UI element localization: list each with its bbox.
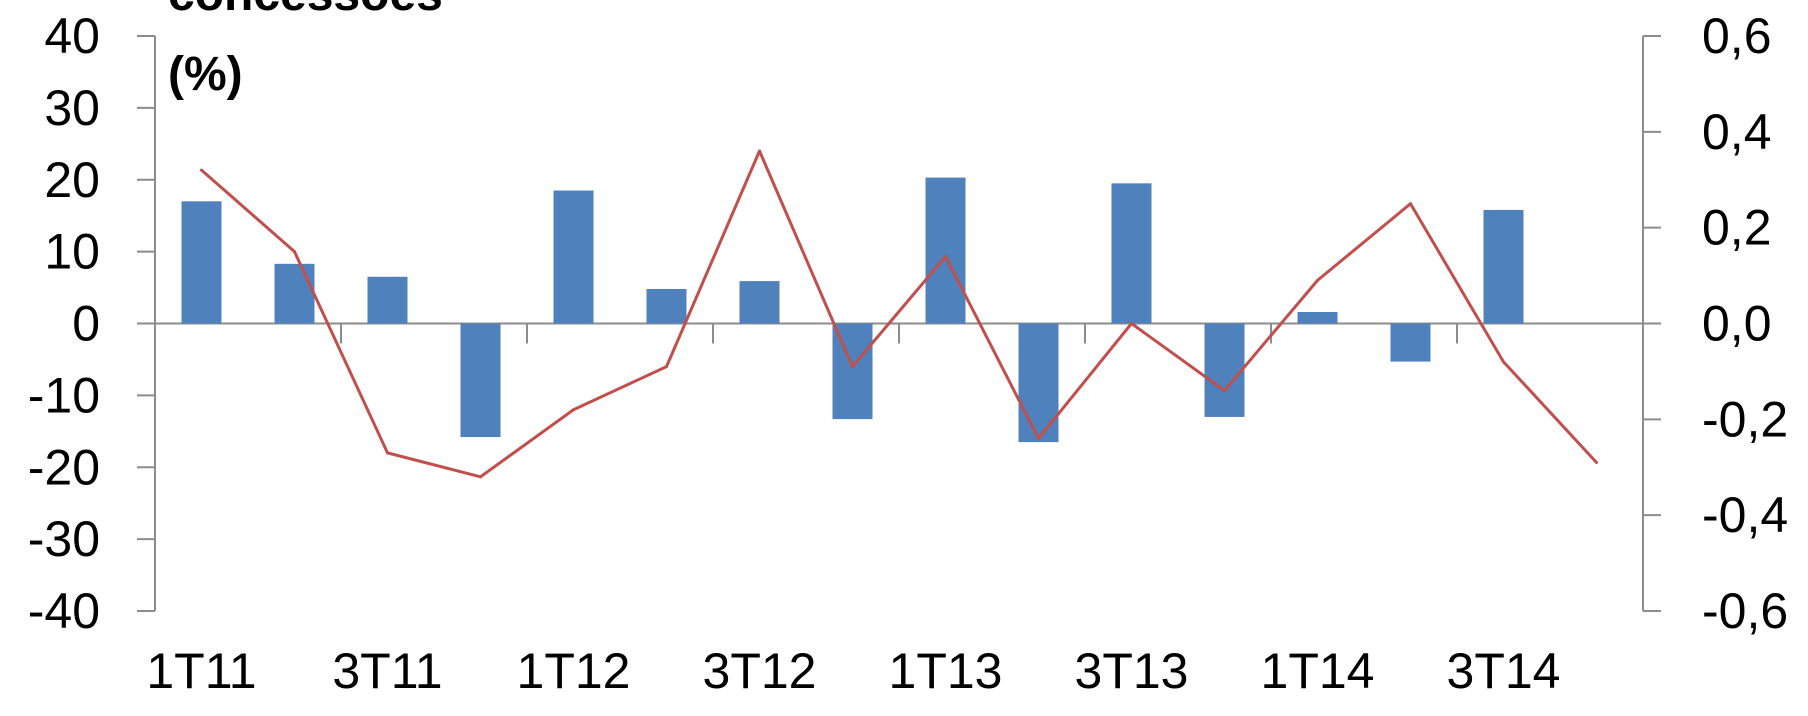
- x-axis-tick-label: 1T11: [146, 643, 256, 699]
- right-axis-tick-label: -0,6: [1702, 583, 1788, 639]
- line-point: [851, 365, 854, 369]
- line-point: [386, 451, 389, 455]
- line-point: [293, 250, 296, 254]
- line-point: [758, 149, 761, 153]
- bar: [646, 289, 687, 324]
- right-axis-tick-label: -0,2: [1702, 391, 1788, 447]
- x-axis-tick-label: 1T12: [517, 643, 631, 699]
- chart-title-line-1: concessões: [168, 0, 443, 21]
- line-group: [200, 149, 1598, 479]
- bar: [1390, 323, 1431, 362]
- bar: [739, 281, 780, 324]
- x-axis-tick-label: 1T13: [889, 643, 1003, 699]
- bar: [553, 190, 594, 324]
- left-axis-tick-label: 10: [44, 224, 100, 280]
- line-point: [1316, 278, 1319, 282]
- x-axis-tick-label: 3T13: [1075, 643, 1189, 699]
- labels-group: 40 30 20 10 0 -10 -20 -30 -40 0,6 0,4 0,2 0,0 -0,2 -0,…: [28, 8, 1788, 699]
- x-axis-tick-label: 1T14: [1261, 643, 1375, 699]
- x-axis-tick-label: 3T11: [332, 643, 442, 699]
- left-axis-tick-label: 30: [44, 80, 100, 136]
- x-axis-tick-label: 3T12: [703, 643, 817, 699]
- line-point: [1502, 360, 1505, 364]
- line-point: [1223, 389, 1226, 393]
- line-point: [1409, 202, 1412, 206]
- line-point: [944, 254, 947, 258]
- line-series: [200, 149, 1598, 479]
- line-point: [1130, 322, 1133, 325]
- bar: [274, 263, 315, 324]
- line-point: [479, 475, 482, 479]
- bar: [460, 323, 501, 438]
- right-axis-tick-label: 0,0: [1702, 296, 1772, 352]
- line-point: [200, 168, 203, 172]
- bar: [1111, 183, 1152, 324]
- bar: [181, 201, 222, 324]
- line-point: [1595, 460, 1598, 464]
- bar: [925, 177, 966, 324]
- left-axis-tick-label: -40: [28, 583, 100, 639]
- left-axis-tick-label: -20: [28, 439, 100, 495]
- chart-title-line-2: (%): [168, 48, 243, 101]
- line-point: [665, 365, 668, 369]
- right-axis-tick-label: 0,2: [1702, 200, 1772, 256]
- right-axis-tick-label: 0,6: [1702, 8, 1772, 64]
- left-axis-tick-label: -10: [28, 367, 100, 423]
- bar: [1018, 323, 1059, 443]
- line-point: [1037, 437, 1040, 440]
- right-axis-tick-label: -0,4: [1702, 487, 1788, 543]
- bar: [1483, 209, 1524, 324]
- x-axis-tick-label: 3T14: [1447, 643, 1561, 699]
- left-axis-tick-label: -30: [28, 511, 100, 567]
- bar: [367, 276, 408, 324]
- left-axis-tick-label: 20: [44, 152, 100, 208]
- right-axis-tick-label: 0,4: [1702, 104, 1772, 160]
- bar: [1204, 323, 1245, 417]
- axes-group: [137, 35, 1661, 612]
- bars-group: [181, 177, 1524, 443]
- bar: [1297, 312, 1338, 324]
- line-point: [572, 408, 575, 412]
- left-axis-tick-label: 40: [44, 8, 100, 64]
- left-axis-tick-label: 0: [72, 296, 100, 352]
